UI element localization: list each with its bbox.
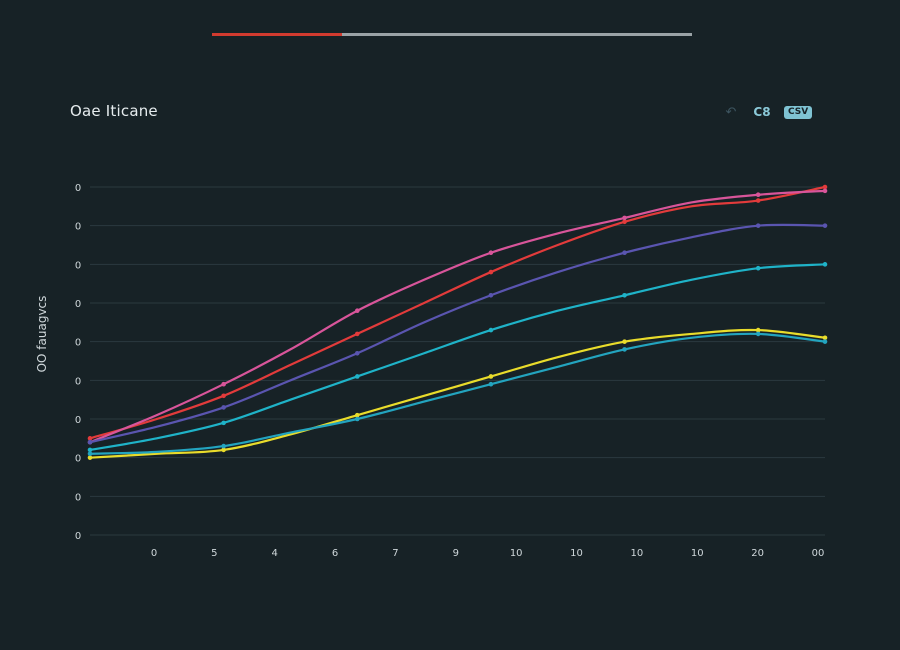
data-point: [822, 188, 828, 194]
y-tick-label: 0: [75, 222, 81, 233]
x-tick-label: 10: [691, 548, 704, 559]
data-point: [354, 412, 360, 418]
x-tick-label: 10: [510, 548, 523, 559]
data-point: [87, 451, 93, 457]
data-point: [622, 347, 627, 352]
data-point: [488, 250, 494, 256]
y-tick-label: 0: [75, 454, 81, 465]
data-point: [221, 381, 226, 387]
series-line: [88, 328, 827, 459]
chart-title: Oae Iticane: [70, 102, 158, 120]
undo-icon[interactable]: ↶: [725, 104, 737, 120]
progress-track: [212, 33, 692, 36]
y-tick-label: 0: [75, 531, 81, 542]
series-line: [88, 263, 827, 452]
x-tick-label: 7: [392, 548, 398, 559]
series-3: [87, 223, 828, 445]
data-point: [488, 374, 494, 379]
data-point: [87, 455, 93, 460]
x-tick-label: 6: [332, 548, 338, 559]
series-5: [87, 327, 828, 460]
data-point: [221, 405, 226, 410]
data-point: [87, 447, 93, 453]
data-point: [354, 350, 360, 356]
y-tick-label: 0: [75, 338, 81, 349]
series-line: [88, 185, 827, 440]
data-point: [488, 269, 494, 275]
data-point: [755, 331, 761, 337]
x-tick-label: 20: [751, 548, 764, 559]
data-point: [622, 215, 627, 221]
y-tick-label: 0: [75, 415, 81, 426]
data-point: [488, 327, 494, 333]
data-point: [755, 223, 761, 228]
data-point: [755, 265, 761, 271]
series-line: [88, 223, 827, 444]
chart-toolbar: ↶ C8 CSV: [722, 102, 813, 122]
y-tick-label: 0: [75, 376, 81, 387]
export-badge-icon[interactable]: CSV: [784, 105, 813, 119]
data-point: [354, 308, 360, 314]
data-point: [87, 439, 93, 445]
data-point: [822, 335, 828, 341]
data-point: [488, 381, 494, 387]
x-tick-label: 10: [570, 548, 583, 559]
series-6: [87, 331, 828, 457]
data-point: [822, 339, 828, 344]
data-point: [755, 327, 761, 333]
data-point: [488, 292, 494, 298]
data-point: [622, 250, 627, 256]
series-line: [88, 332, 827, 455]
data-point: [221, 447, 226, 453]
x-tick-label: 00: [812, 548, 825, 559]
data-point: [354, 416, 360, 422]
x-tick-label: 10: [631, 548, 644, 559]
data-point: [221, 393, 226, 399]
x-tick-label: 0: [151, 548, 157, 559]
series-1: [87, 184, 828, 441]
series-line: [88, 189, 827, 444]
data-point: [622, 339, 627, 344]
progress-fill: [212, 33, 342, 36]
data-point: [822, 184, 828, 190]
data-point: [755, 192, 761, 198]
data-point: [622, 292, 627, 298]
y-tick-label: 0: [75, 299, 81, 310]
x-tick-labels: 0 5 4 6 7 9 10 10 10 10 20 00: [151, 548, 825, 559]
y-tick-labels: 0 0 0 0 0 0 0 0 0 0: [75, 183, 81, 542]
data-point: [221, 443, 226, 449]
grid-lines: [90, 186, 825, 536]
data-point: [87, 436, 93, 441]
data-point: [221, 420, 226, 426]
x-tick-label: 4: [272, 548, 278, 559]
data-point: [354, 331, 360, 337]
series-4: [87, 262, 828, 453]
x-tick-label: 5: [211, 548, 217, 559]
data-point: [755, 198, 761, 203]
y-tick-label: 0: [75, 183, 81, 194]
link-icon[interactable]: C8: [753, 105, 771, 119]
series-lines: [87, 184, 828, 460]
y-tick-label: 0: [75, 260, 81, 271]
data-point: [354, 374, 360, 379]
data-point: [822, 223, 828, 228]
y-tick-label: 0: [75, 492, 81, 503]
data-point: [822, 262, 828, 267]
data-point: [622, 219, 627, 225]
x-tick-label: 9: [453, 548, 459, 559]
